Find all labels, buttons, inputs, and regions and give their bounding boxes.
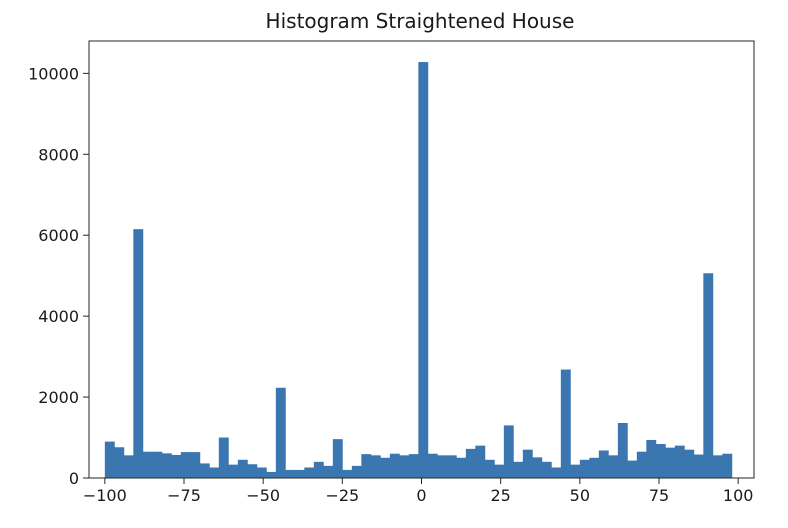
histogram-bar — [646, 439, 657, 478]
histogram-bar — [674, 445, 685, 478]
y-axis-ticks: 0 2000 4000 6000 8000 10000 — [28, 64, 89, 488]
y-tick-label: 2000 — [38, 388, 79, 407]
histogram-bar — [589, 457, 600, 478]
histogram-bar — [209, 467, 220, 478]
histogram-bar — [332, 439, 343, 478]
histogram-bar — [228, 464, 239, 478]
histogram-bar — [123, 455, 134, 478]
histogram-bar — [427, 453, 438, 478]
histogram-bar — [541, 461, 552, 478]
histogram-bar — [389, 453, 400, 478]
histogram-bar — [608, 455, 619, 478]
histogram-bar — [266, 471, 277, 478]
x-axis-ticks: −100 −75 −50 −25 0 25 50 75 100 — [83, 478, 754, 505]
histogram-bar — [275, 387, 286, 478]
y-tick-label: 10000 — [28, 64, 79, 83]
histogram-bar — [551, 467, 562, 478]
histogram-bar — [437, 455, 448, 478]
histogram-bar — [456, 457, 467, 478]
histogram-bar — [684, 449, 695, 478]
x-tick-label: 50 — [570, 486, 590, 505]
histogram-bar — [370, 455, 381, 478]
bars-group — [104, 62, 733, 478]
histogram-bar — [104, 441, 115, 478]
histogram-bar — [199, 463, 210, 478]
histogram-bar — [323, 465, 334, 478]
histogram-bar — [190, 452, 201, 478]
y-tick-label: 4000 — [38, 307, 79, 326]
histogram-bar — [294, 469, 305, 478]
histogram-bar — [522, 449, 533, 478]
x-tick-label: −100 — [83, 486, 127, 505]
histogram-bar — [503, 425, 514, 478]
histogram-bar — [465, 448, 476, 478]
x-tick-label: 0 — [416, 486, 426, 505]
histogram-bar — [285, 469, 296, 478]
histogram-bar — [627, 460, 638, 478]
histogram-bar — [342, 469, 353, 478]
histogram-bar — [247, 464, 258, 478]
histogram-bar — [418, 62, 429, 478]
histogram-bar — [142, 451, 153, 478]
histogram-bar — [161, 453, 172, 478]
histogram-bar — [351, 465, 362, 478]
histogram-bar — [313, 461, 324, 478]
histogram-bar — [665, 447, 676, 478]
histogram-bar — [513, 461, 524, 478]
y-tick-label: 8000 — [38, 145, 79, 164]
histogram-bar — [399, 455, 410, 478]
x-tick-label: −75 — [167, 486, 201, 505]
histogram-bar — [570, 464, 581, 478]
histogram-bar — [579, 459, 590, 478]
histogram-bar — [171, 454, 182, 478]
histogram-bar — [114, 447, 125, 478]
y-tick-label: 6000 — [38, 226, 79, 245]
histogram-bar — [446, 455, 457, 478]
histogram-bar — [484, 459, 495, 478]
histogram-bar — [256, 467, 267, 478]
histogram-bar — [655, 444, 666, 478]
histogram-bar — [636, 451, 647, 478]
x-tick-label: 75 — [649, 486, 669, 505]
plot-area-frame — [88, 40, 755, 479]
x-tick-label: 100 — [723, 486, 754, 505]
histogram-bar — [617, 422, 628, 478]
histogram-bar — [494, 464, 505, 478]
histogram-bar — [703, 273, 714, 478]
x-tick-label: 25 — [490, 486, 510, 505]
histogram-bar — [304, 467, 315, 478]
histogram-bar — [218, 437, 229, 478]
histogram-bar — [361, 454, 372, 478]
chart-title: Histogram Straightened House — [266, 9, 575, 33]
histogram-bar — [532, 457, 543, 478]
histogram-bar — [408, 454, 419, 478]
x-tick-label: −50 — [246, 486, 280, 505]
histogram-bar — [712, 455, 723, 478]
histogram-bar — [152, 451, 163, 478]
histogram-bar — [693, 454, 704, 478]
x-tick-label: −25 — [325, 486, 359, 505]
y-tick-label: 0 — [69, 469, 79, 488]
histogram-bar — [560, 369, 571, 478]
histogram-bar — [133, 229, 144, 478]
histogram-bar — [180, 452, 191, 478]
histogram-bar — [722, 453, 733, 478]
histogram-bar — [380, 457, 391, 478]
histogram-bar — [598, 450, 609, 478]
histogram-bar — [475, 445, 486, 478]
histogram-bar — [237, 459, 248, 478]
